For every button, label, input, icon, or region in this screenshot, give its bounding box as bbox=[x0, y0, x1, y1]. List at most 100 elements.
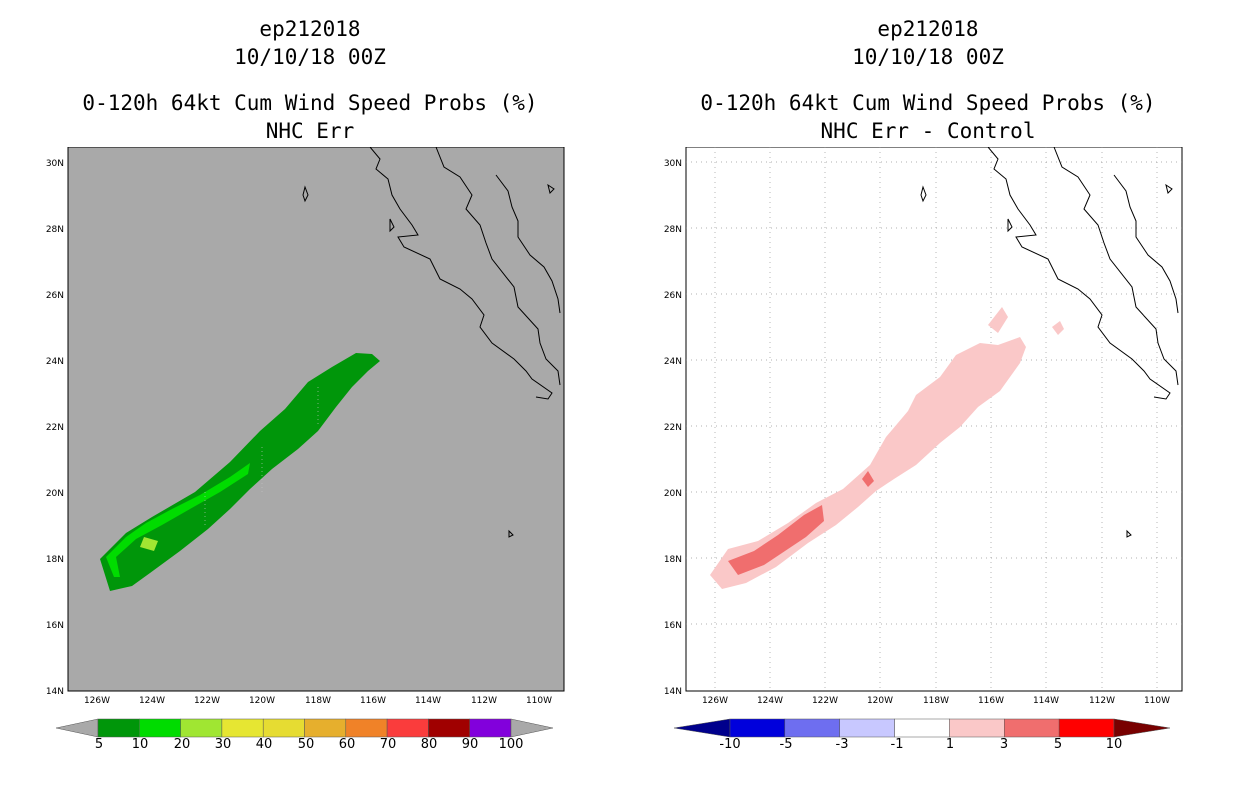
right-colorbar-low-arrow bbox=[674, 718, 731, 738]
right-cbar-label: -1 bbox=[890, 737, 904, 752]
lat-label: 20N bbox=[46, 489, 64, 499]
right-colorbar-cell bbox=[894, 718, 950, 738]
left-colorbar-low-arrow bbox=[56, 718, 99, 738]
left-colorbar-cell bbox=[262, 718, 305, 738]
lon-label: 120W bbox=[249, 696, 275, 706]
lon-label: 118W bbox=[305, 696, 331, 706]
lon-label: 114W bbox=[415, 696, 441, 706]
diff-swath-1-3-island-a bbox=[988, 307, 1008, 333]
left-lon-axis: 126W 124W 122W 120W 118W 116W 114W 112W … bbox=[84, 696, 552, 706]
left-cbar-label: 5 bbox=[94, 737, 104, 752]
left-lat-axis: 30N 28N 26N 24N 22N 20N 18N 16N 14N bbox=[46, 159, 64, 697]
lat-label: 28N bbox=[664, 225, 682, 235]
lon-label: 116W bbox=[360, 696, 386, 706]
left-title-block: ep212018 10/10/18 00Z bbox=[40, 15, 580, 71]
lat-label: 22N bbox=[664, 423, 682, 433]
left-map: 30N 28N 26N 24N 22N 20N 18N 16N 14N 126W… bbox=[46, 147, 565, 706]
diff-swath-1-3 bbox=[710, 337, 1026, 589]
swath-10-20 bbox=[106, 463, 250, 577]
lon-label: 124W bbox=[757, 696, 783, 706]
lat-label: 26N bbox=[46, 291, 64, 301]
lat-label: 22N bbox=[46, 423, 64, 433]
right-colorbar-cell bbox=[729, 718, 786, 738]
left-cbar-label: 50 bbox=[297, 737, 315, 752]
island-2 bbox=[547, 183, 555, 194]
lon-label: 114W bbox=[1033, 696, 1059, 706]
left-cbar-label: 60 bbox=[338, 737, 356, 752]
left-cbar-label: 30 bbox=[214, 737, 232, 752]
island-4 bbox=[1126, 529, 1132, 538]
right-colorbar-cell bbox=[1004, 718, 1060, 738]
swath-20-30 bbox=[140, 537, 158, 551]
diff-swath-1-3-island-b bbox=[1052, 321, 1064, 335]
left-product-subtitle: NHC Err bbox=[265, 119, 355, 143]
left-colorbar-cells bbox=[97, 718, 512, 738]
lat-label: 16N bbox=[46, 621, 64, 631]
right-date: 10/10/18 00Z bbox=[852, 45, 1004, 69]
left-colorbar-cell bbox=[304, 718, 347, 738]
left-colorbar bbox=[56, 718, 554, 738]
left-colorbar-cell bbox=[180, 718, 223, 738]
lat-label: 28N bbox=[46, 225, 64, 235]
lat-label: 24N bbox=[46, 357, 64, 367]
island-1 bbox=[302, 185, 309, 203]
right-colorbar-cell bbox=[839, 718, 895, 738]
right-storm-id: ep212018 bbox=[877, 17, 979, 41]
right-colorbar-cell bbox=[949, 718, 1005, 738]
left-grid-dots bbox=[204, 387, 319, 527]
right-cbar-label: -5 bbox=[779, 737, 793, 752]
coastline bbox=[369, 147, 561, 400]
left-product-block: 0-120h 64kt Cum Wind Speed Probs (%) NHC… bbox=[40, 89, 580, 145]
right-colorbar-high-arrow bbox=[1113, 718, 1171, 738]
lon-label: 118W bbox=[923, 696, 949, 706]
right-product-block: 0-120h 64kt Cum Wind Speed Probs (%) NHC… bbox=[658, 89, 1198, 145]
right-cbar-label: 1 bbox=[945, 737, 955, 752]
island-3 bbox=[1007, 218, 1013, 233]
left-colorbar-cell bbox=[469, 718, 512, 738]
right-product-title: 0-120h 64kt Cum Wind Speed Probs (%) bbox=[700, 91, 1156, 115]
lat-label: 14N bbox=[664, 687, 682, 697]
left-cbar-label: 70 bbox=[379, 737, 397, 752]
lon-label: 122W bbox=[194, 696, 220, 706]
lat-label: 14N bbox=[46, 687, 64, 697]
left-colorbar-cell bbox=[345, 718, 388, 738]
right-cbar-label: 10 bbox=[1105, 737, 1123, 752]
lon-label: 124W bbox=[139, 696, 165, 706]
island-4 bbox=[508, 529, 514, 538]
lon-label: 126W bbox=[84, 696, 110, 706]
coastline bbox=[987, 147, 1179, 400]
lat-label: 26N bbox=[664, 291, 682, 301]
right-lat-axis: 30N 28N 26N 24N 22N 20N 18N 16N 14N bbox=[664, 159, 682, 697]
lon-label: 120W bbox=[867, 696, 893, 706]
right-colorbar-cell bbox=[784, 718, 840, 738]
lat-label: 24N bbox=[664, 357, 682, 367]
right-colorbar-cell bbox=[1058, 718, 1115, 738]
island-2 bbox=[1165, 183, 1173, 194]
lat-label: 18N bbox=[664, 555, 682, 565]
left-cbar-label: 80 bbox=[420, 737, 438, 752]
right-colorbar-cells bbox=[729, 718, 1115, 738]
lon-label: 112W bbox=[1089, 696, 1115, 706]
right-cbar-label: -3 bbox=[835, 737, 849, 752]
lat-label: 16N bbox=[664, 621, 682, 631]
lon-label: 110W bbox=[526, 696, 552, 706]
left-cbar-label: 20 bbox=[173, 737, 191, 752]
right-product-subtitle: NHC Err - Control bbox=[820, 119, 1036, 143]
right-cbar-label: -10 bbox=[719, 737, 741, 752]
lat-label: 30N bbox=[664, 159, 682, 169]
left-cbar-label: 100 bbox=[498, 737, 524, 752]
right-colorbar bbox=[674, 718, 1171, 738]
left-colorbar-cell bbox=[428, 718, 470, 738]
left-colorbar-cell bbox=[97, 718, 140, 738]
right-cbar-label: 3 bbox=[999, 737, 1009, 752]
diff-swath-3-5-patch bbox=[862, 471, 874, 487]
lon-label: 116W bbox=[978, 696, 1004, 706]
right-title-block: ep212018 10/10/18 00Z bbox=[658, 15, 1198, 71]
lon-label: 122W bbox=[812, 696, 838, 706]
left-colorbar-cell bbox=[139, 718, 181, 738]
left-colorbar-cell bbox=[386, 718, 429, 738]
left-date: 10/10/18 00Z bbox=[234, 45, 386, 69]
right-lon-axis: 126W 124W 122W 120W 118W 116W 114W 112W … bbox=[702, 696, 1170, 706]
left-colorbar-high-arrow bbox=[510, 718, 554, 738]
lon-label: 126W bbox=[702, 696, 728, 706]
